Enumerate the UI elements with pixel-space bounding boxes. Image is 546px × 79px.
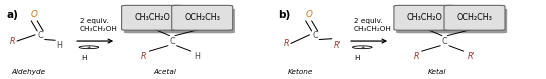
FancyBboxPatch shape bbox=[446, 8, 507, 33]
Text: H: H bbox=[355, 55, 360, 61]
Text: H: H bbox=[81, 55, 87, 61]
Text: 2 equiv.
CH₃CH₂OH: 2 equiv. CH₃CH₂OH bbox=[80, 18, 117, 32]
Text: R': R' bbox=[334, 41, 341, 50]
Text: C: C bbox=[38, 31, 43, 40]
Text: C: C bbox=[169, 37, 175, 46]
Text: O: O bbox=[31, 10, 38, 19]
FancyBboxPatch shape bbox=[396, 8, 457, 33]
Text: R: R bbox=[10, 37, 15, 46]
Text: a): a) bbox=[6, 10, 18, 20]
FancyBboxPatch shape bbox=[122, 5, 182, 30]
Text: H: H bbox=[194, 52, 200, 61]
Text: Ketone: Ketone bbox=[288, 69, 313, 75]
FancyBboxPatch shape bbox=[171, 5, 233, 30]
Text: 2 equiv.
CH₃CH₂OH: 2 equiv. CH₃CH₂OH bbox=[354, 18, 391, 32]
Text: CH₃CH₂O: CH₃CH₂O bbox=[406, 13, 442, 22]
Text: H: H bbox=[57, 41, 62, 50]
Text: +: + bbox=[360, 45, 364, 50]
Text: Ketal: Ketal bbox=[428, 69, 447, 75]
Text: +: + bbox=[87, 45, 91, 50]
FancyBboxPatch shape bbox=[124, 8, 185, 33]
Text: R': R' bbox=[468, 52, 476, 61]
FancyBboxPatch shape bbox=[174, 8, 235, 33]
Text: R: R bbox=[413, 52, 419, 61]
Text: R: R bbox=[284, 39, 289, 48]
FancyBboxPatch shape bbox=[444, 5, 505, 30]
FancyBboxPatch shape bbox=[394, 5, 455, 30]
Text: OCH₂CH₃: OCH₂CH₃ bbox=[184, 13, 220, 22]
Text: b): b) bbox=[278, 10, 290, 20]
Text: R: R bbox=[141, 52, 147, 61]
Text: Aldehyde: Aldehyde bbox=[11, 69, 46, 75]
Text: C: C bbox=[312, 31, 318, 40]
Text: OCH₂CH₃: OCH₂CH₃ bbox=[456, 13, 492, 22]
Text: Acetal: Acetal bbox=[153, 69, 176, 75]
Text: C: C bbox=[442, 37, 447, 46]
Text: O: O bbox=[306, 10, 312, 19]
Text: CH₃CH₂O: CH₃CH₂O bbox=[134, 13, 170, 22]
